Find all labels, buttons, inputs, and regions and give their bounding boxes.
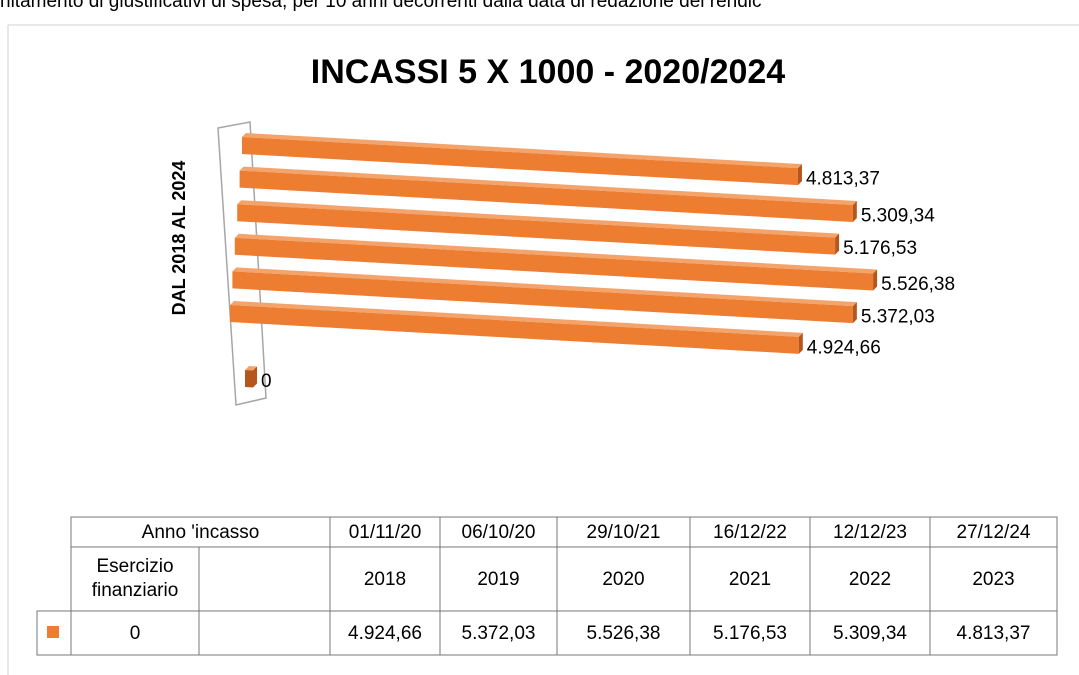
data-label: 5.526,38	[881, 274, 955, 295]
y-axis-label: DAL 2018 AL 2024	[169, 161, 189, 316]
table-cell	[198, 610, 331, 656]
table-text: Anno 'incasso	[142, 522, 260, 543]
table-text: 5.309,34	[833, 623, 907, 644]
chart-title: INCASSI 5 X 1000 - 2020/2024	[311, 53, 785, 91]
data-label: 5.372,03	[861, 307, 935, 328]
table-text: 2019	[477, 569, 519, 590]
bar	[234, 237, 874, 291]
bar	[237, 204, 836, 255]
table-text: 4.813,37	[957, 623, 1031, 644]
table-text: 06/10/20	[462, 522, 536, 543]
table-text: Esercizio finanziario	[92, 556, 179, 601]
table-text: 5.176,53	[713, 623, 787, 644]
bar-top	[242, 133, 802, 169]
bar-end	[835, 233, 840, 255]
bar-top	[230, 301, 803, 337]
table-text: 12/12/23	[833, 522, 907, 543]
bar	[242, 137, 798, 186]
bar-top	[234, 233, 878, 274]
table-text: 01/11/20	[349, 522, 422, 543]
data-label: 5.309,34	[861, 205, 935, 226]
bar-end	[852, 200, 857, 222]
bar	[232, 271, 853, 324]
header-text: nitamento di giustificativi di spesa, pe…	[0, 0, 762, 12]
table-text: 29/10/21	[587, 522, 661, 543]
bar	[230, 305, 799, 354]
table-text: 2020	[602, 569, 644, 590]
bar-end	[852, 302, 857, 324]
legend-swatch	[47, 626, 59, 638]
data-label: 4.924,66	[807, 337, 881, 358]
table-cell	[929, 610, 1058, 656]
bar	[239, 170, 853, 222]
table-text: 5.526,38	[587, 623, 661, 644]
table-text: 2023	[972, 569, 1014, 590]
table-text: 27/12/24	[957, 522, 1031, 543]
table-text: 4.924,66	[348, 623, 422, 644]
bar-end	[797, 164, 802, 186]
legend-label: 0	[130, 623, 141, 644]
bar-top	[239, 166, 857, 205]
bar-top	[245, 366, 257, 371]
table-text: 16/12/22	[713, 522, 787, 543]
data-label: 5.176,53	[843, 238, 917, 259]
data-label: 0	[261, 371, 272, 392]
bar-top	[232, 267, 857, 307]
data-label: 4.813,37	[806, 169, 880, 190]
back-wall	[217, 121, 267, 406]
table-text: 2021	[729, 569, 771, 590]
bar	[245, 370, 253, 388]
bar-top	[237, 200, 840, 238]
table-text: 2018	[364, 569, 406, 590]
bar-end	[253, 366, 257, 388]
bar-end	[873, 269, 878, 291]
table-text: 5.372,03	[462, 623, 536, 644]
table-text: 2022	[849, 569, 891, 590]
bar-end	[798, 332, 803, 354]
table-cell	[198, 546, 331, 612]
